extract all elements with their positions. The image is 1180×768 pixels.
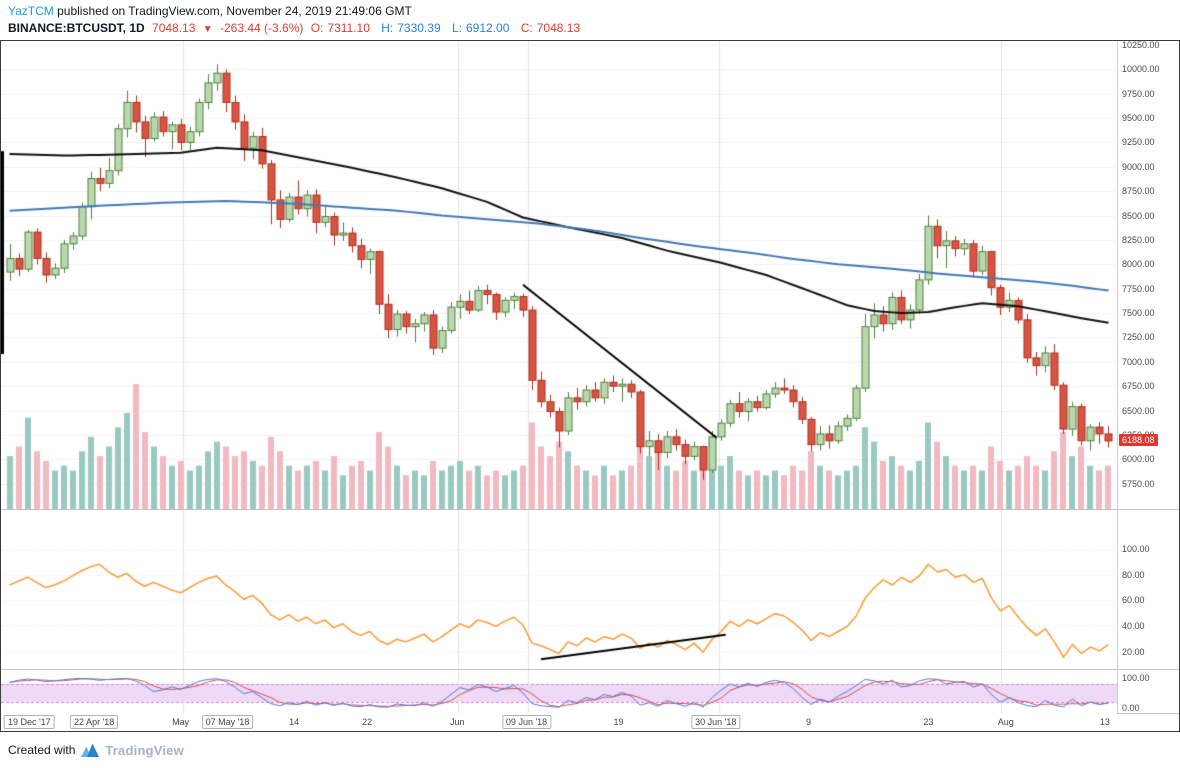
symbol-label[interactable]: BINANCE:BTCUSDT, 1D	[8, 21, 145, 35]
time-axis-label: Aug	[997, 717, 1014, 727]
last-price: 7048.13	[152, 21, 196, 35]
time-axis-marker-label: 19 Dec '17	[3, 715, 55, 729]
time-axis-label: 14	[289, 717, 300, 727]
axis-tick-label: 100.00	[1122, 672, 1150, 683]
time-axis[interactable]: 19 Dec '17 22 Apr '18 May 07 May '18 14 22 Jun…	[1, 713, 1117, 731]
chart-footer: Created with TradingView	[0, 732, 1180, 768]
axis-tick-label: 7250.00	[1122, 332, 1155, 343]
axis-tick-label: 7000.00	[1122, 356, 1155, 367]
publish-line: YazTCM published on TradingView.com, Nov…	[8, 4, 412, 18]
time-axis-label: 23	[923, 717, 934, 727]
publish-text: published on TradingView.com, November 2…	[53, 4, 412, 18]
axis-tick-label: 7750.00	[1122, 283, 1155, 294]
axis-tick-label: 9750.00	[1122, 88, 1155, 99]
axis-tick-label: 100.00	[1122, 543, 1150, 554]
ohlc-close: C: 7048.13	[520, 21, 581, 35]
ohlc-open: O: 7311.10	[310, 21, 370, 35]
axis-tick-label: 60.00	[1122, 595, 1145, 606]
chart-area: 5750.006000.006250.006500.006750.007000.…	[0, 40, 1180, 732]
axis-tick-label: 6500.00	[1122, 405, 1155, 416]
time-axis-marker-label: 22 Apr '18	[70, 715, 119, 729]
axis-tick-label: 0.00	[1122, 703, 1140, 714]
panel-divider[interactable]	[1, 669, 1179, 670]
time-axis-marker-label: 30 Jun '18	[691, 715, 741, 729]
time-axis-label: Jun	[449, 717, 465, 727]
symbol-line: BINANCE:BTCUSDT, 1D 7048.13 ▼ -263.44 (-…	[8, 21, 588, 35]
time-axis-label: 9	[806, 717, 812, 727]
change-value: -263.44 (-3.6%)	[220, 21, 304, 35]
axis-tick-label: 8750.00	[1122, 186, 1155, 197]
axis-tick-label: 6000.00	[1122, 454, 1155, 465]
time-axis-label: 13	[1099, 717, 1110, 727]
axis-tick-label: 10000.00	[1122, 64, 1160, 75]
created-with-label: Created with	[8, 743, 76, 757]
axis-tick-label: 6750.00	[1122, 381, 1155, 392]
author-link[interactable]: YazTCM	[8, 4, 54, 18]
last-price-tag: 6188.08	[1119, 433, 1158, 446]
time-axis-marker-label: 09 Jun '18	[501, 715, 552, 729]
axis-tick-label: 9250.00	[1122, 137, 1155, 148]
axis-tick-label: 7500.00	[1122, 308, 1155, 319]
tradingview-logo-icon	[81, 743, 100, 757]
stoch-panel-canvas[interactable]	[1, 670, 1117, 713]
axis-tick-label: 8500.00	[1122, 210, 1155, 221]
time-axis-label: May	[172, 717, 190, 727]
axis-tick-label: 5750.00	[1122, 478, 1155, 489]
time-axis-label: 22	[362, 717, 373, 727]
time-axis-label: 19	[613, 717, 624, 727]
chart-header: YazTCM published on TradingView.com, Nov…	[0, 0, 1180, 40]
axis-tick-label: 9500.00	[1122, 113, 1155, 124]
axis-tick-label: 20.00	[1122, 647, 1145, 658]
axis-tick-label: 40.00	[1122, 621, 1145, 632]
ohlc-high: H: 7330.39	[381, 21, 441, 35]
axis-tick-label: 8250.00	[1122, 234, 1155, 245]
rsi-panel-canvas[interactable]	[1, 510, 1117, 669]
tradingview-brand[interactable]: TradingView	[105, 742, 184, 758]
axis-tick-label: 9000.00	[1122, 161, 1155, 172]
axis-tick-label: 8000.00	[1122, 259, 1155, 270]
change-arrow-icon: ▼	[202, 24, 213, 35]
price-chart-canvas[interactable]	[1, 41, 1117, 509]
price-axis[interactable]: 5750.006000.006250.006500.006750.007000.…	[1117, 39, 1180, 714]
panel-divider[interactable]	[1, 509, 1179, 510]
axis-tick-label: 80.00	[1122, 569, 1145, 580]
axis-tick-label: 10250.00	[1122, 39, 1160, 50]
ohlc-low: L: 6912.00	[451, 21, 510, 35]
time-axis-marker-label: 07 May '18	[201, 715, 254, 729]
